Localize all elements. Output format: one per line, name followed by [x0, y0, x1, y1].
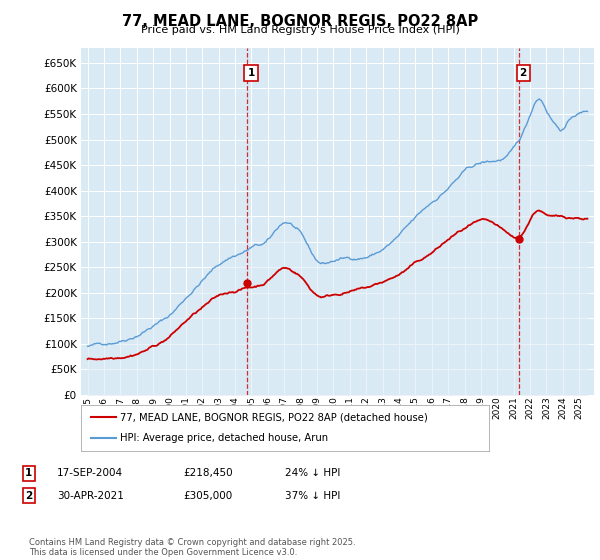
Text: £218,450: £218,450 — [183, 468, 233, 478]
Text: 24% ↓ HPI: 24% ↓ HPI — [285, 468, 340, 478]
Text: 77, MEAD LANE, BOGNOR REGIS, PO22 8AP (detached house): 77, MEAD LANE, BOGNOR REGIS, PO22 8AP (d… — [120, 412, 428, 422]
Text: 77, MEAD LANE, BOGNOR REGIS, PO22 8AP: 77, MEAD LANE, BOGNOR REGIS, PO22 8AP — [122, 14, 478, 29]
Text: 37% ↓ HPI: 37% ↓ HPI — [285, 491, 340, 501]
Text: 1: 1 — [247, 68, 254, 78]
Text: 30-APR-2021: 30-APR-2021 — [57, 491, 124, 501]
Text: £305,000: £305,000 — [183, 491, 232, 501]
Text: 2: 2 — [25, 491, 32, 501]
Text: Contains HM Land Registry data © Crown copyright and database right 2025.
This d: Contains HM Land Registry data © Crown c… — [29, 538, 355, 557]
Text: Price paid vs. HM Land Registry's House Price Index (HPI): Price paid vs. HM Land Registry's House … — [140, 25, 460, 35]
Text: HPI: Average price, detached house, Arun: HPI: Average price, detached house, Arun — [120, 433, 328, 444]
Text: 2: 2 — [520, 68, 527, 78]
Text: 1: 1 — [25, 468, 32, 478]
Text: 17-SEP-2004: 17-SEP-2004 — [57, 468, 123, 478]
